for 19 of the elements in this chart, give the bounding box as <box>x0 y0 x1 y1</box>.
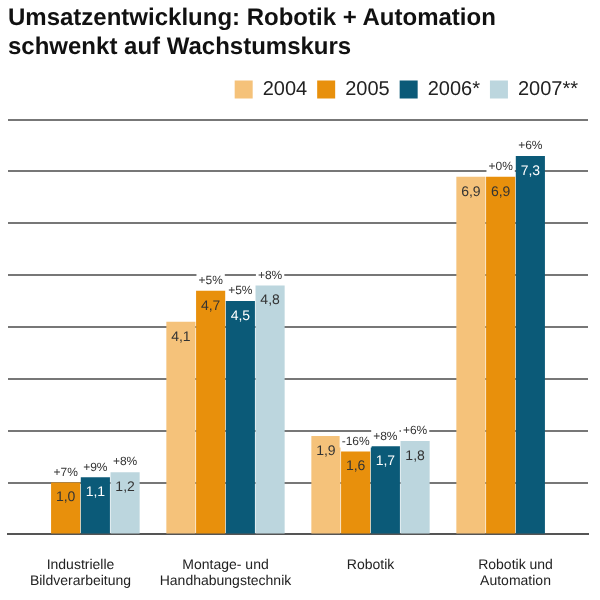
legend-label: 2004 <box>262 79 309 102</box>
chart-title: Umsatzentwicklung: Robotik + Automation schwenkt auf Wachstumskurs <box>8 3 496 60</box>
bar <box>456 176 486 534</box>
bar <box>110 472 140 534</box>
bar <box>225 301 255 534</box>
legend-label: 2007** <box>517 79 579 102</box>
bar <box>341 451 371 534</box>
bar <box>486 176 516 534</box>
legend-label: 2006* <box>427 79 481 102</box>
bar <box>311 435 341 534</box>
bar <box>51 482 81 534</box>
bar <box>515 155 545 534</box>
bar <box>166 321 196 534</box>
bar <box>80 477 110 534</box>
bar <box>400 441 430 534</box>
bar <box>370 446 400 534</box>
bar <box>196 290 226 534</box>
bar <box>255 285 285 534</box>
legend-label: 2005 <box>345 79 391 102</box>
